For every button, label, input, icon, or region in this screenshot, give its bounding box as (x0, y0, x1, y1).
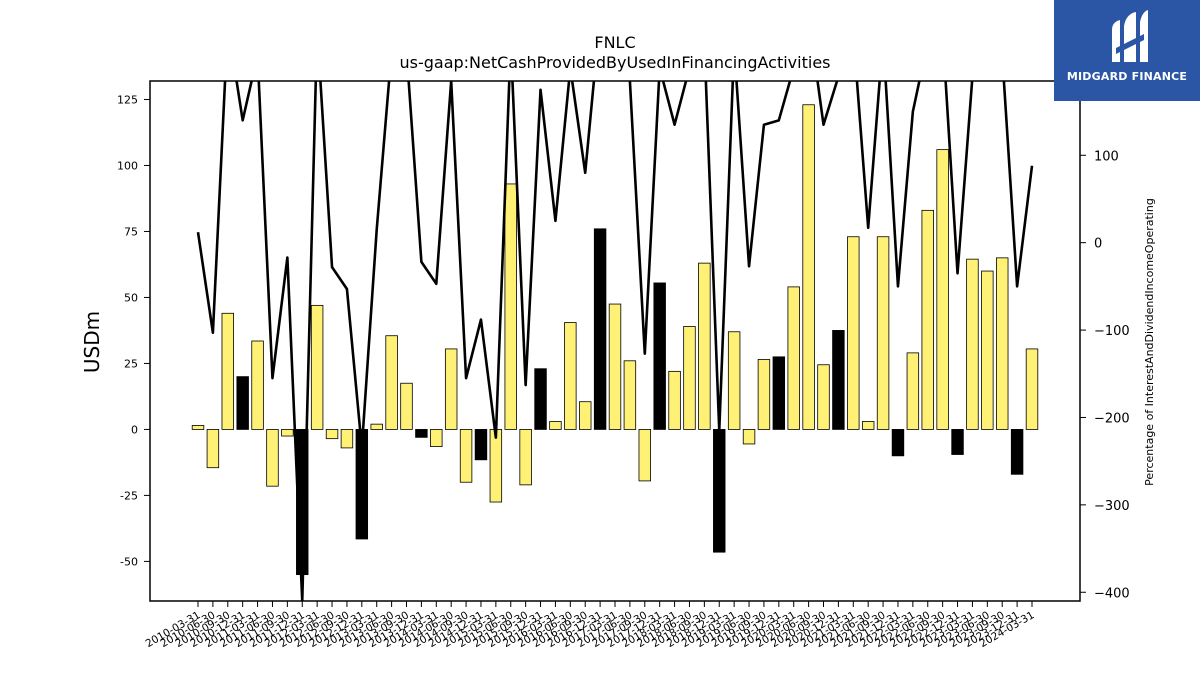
logo-mark-icon (1112, 10, 1148, 62)
bar (310, 304, 324, 430)
plot-area: -50-250255075100125−400−300−200−10001002… (117, 81, 1130, 650)
y2-tick-label: −200 (1094, 411, 1130, 426)
y-tick-label: 50 (124, 291, 138, 304)
bar (593, 228, 607, 430)
chart-title: FNLC (594, 33, 635, 52)
bar (325, 429, 339, 440)
bar (579, 401, 592, 430)
bar (430, 429, 443, 447)
y2-axis-label: Percentage of InterestAndDividendIncomeO… (1143, 198, 1156, 486)
bar (1025, 348, 1039, 430)
bar (191, 425, 205, 430)
bar (534, 368, 547, 430)
bar (742, 429, 756, 445)
bar (564, 322, 577, 430)
bar (474, 429, 488, 461)
y2-tick-label: −400 (1094, 586, 1130, 601)
bar (236, 376, 249, 430)
bar (608, 303, 622, 430)
y-tick-label: 125 (117, 93, 138, 106)
y-tick-label: 25 (124, 357, 138, 370)
bar (713, 429, 726, 553)
bar (757, 359, 771, 430)
bar (221, 312, 234, 430)
y-tick-label: -50 (120, 555, 138, 568)
y2-tick-label: 0 (1094, 237, 1102, 252)
bar (251, 340, 264, 430)
bar (832, 330, 845, 430)
plot-frame (149, 80, 1081, 602)
bar (668, 370, 681, 430)
y2-tick-label: −100 (1094, 324, 1130, 339)
brand-logo: MIDGARD FINANCE (1054, 0, 1200, 101)
bar (400, 382, 413, 430)
bar (981, 270, 994, 430)
bar (623, 360, 637, 430)
bar (727, 331, 741, 430)
bar (415, 429, 428, 438)
bar (1010, 429, 1024, 475)
bar (936, 149, 949, 430)
bar (891, 429, 905, 457)
bar (817, 364, 830, 430)
series-line (196, 81, 1034, 601)
y-tick-label: 100 (117, 159, 138, 172)
y2-tick-label: −300 (1094, 499, 1130, 514)
y-tick-label: -25 (120, 489, 138, 502)
bar (966, 258, 979, 430)
bar (787, 286, 800, 430)
bar (996, 257, 1009, 430)
bar (951, 429, 964, 455)
bar (281, 429, 294, 437)
bar (698, 262, 711, 430)
y-tick-label: 0 (131, 423, 138, 436)
bar (444, 348, 458, 430)
bar (370, 423, 383, 430)
bar (206, 429, 220, 469)
bar (266, 429, 279, 487)
bar (861, 421, 875, 430)
bar (906, 352, 920, 430)
bar (683, 326, 696, 430)
bar (772, 356, 786, 430)
bar (504, 183, 517, 430)
bar (638, 429, 651, 482)
bar (802, 104, 815, 430)
y2-tick-label: 100 (1094, 149, 1119, 164)
bar (549, 421, 562, 430)
chart-marks (191, 81, 1039, 601)
chart-subtitle: us-gaap:NetCashProvidedByUsedInFinancing… (399, 53, 830, 72)
bar (340, 429, 354, 449)
bar (847, 236, 860, 430)
brand-name: MIDGARD FINANCE (1066, 70, 1188, 83)
bar (459, 429, 473, 483)
y-tick-label: 75 (124, 225, 138, 238)
bar (519, 429, 532, 486)
y-axis-label: USDm (80, 311, 104, 373)
bar (489, 429, 503, 503)
bar (876, 236, 890, 430)
bar (653, 282, 666, 430)
bar (921, 209, 934, 430)
bar (385, 335, 398, 430)
